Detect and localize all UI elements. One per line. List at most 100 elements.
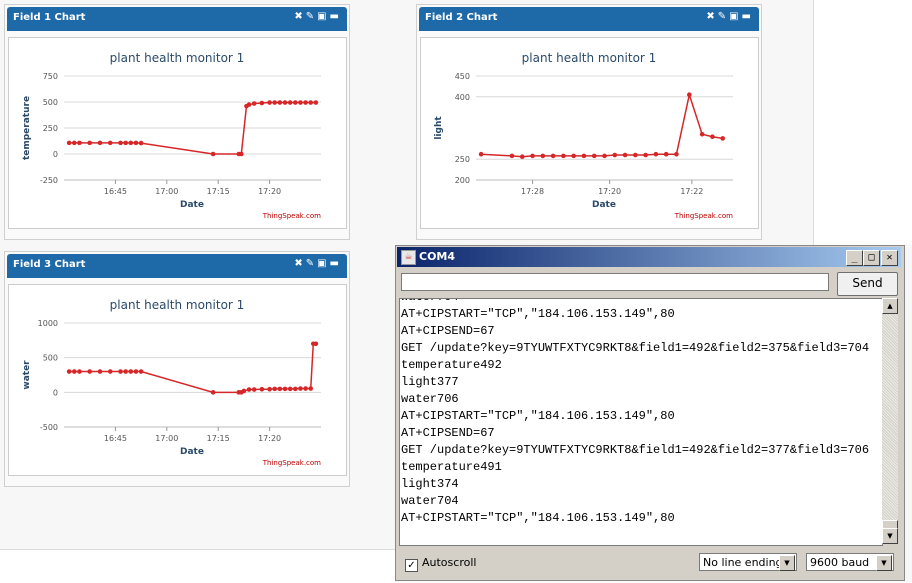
- widget-controls: ✖✎▣▬: [705, 11, 753, 22]
- widget-controls: ✖✎▣▬: [293, 11, 341, 22]
- x-tick-label: 17:28: [521, 187, 544, 196]
- log-line: AT+CIPSTART="TCP","184.106.153.149",80: [401, 307, 675, 321]
- log-line: light374: [401, 477, 459, 491]
- edit-icon[interactable]: ✎: [305, 11, 317, 22]
- comment-icon[interactable]: ▣: [317, 11, 329, 22]
- minimize-icon[interactable]: ▬: [329, 258, 341, 269]
- serial-command-input[interactable]: [401, 273, 829, 291]
- data-point: [540, 153, 546, 159]
- widget-header: Field 2 Chart ✖✎▣▬: [419, 7, 759, 31]
- serial-monitor-window: ☕ COM4 _ □ ✕ Send water704AT+CIPSTART="T…: [395, 245, 905, 581]
- data-point: [561, 153, 566, 159]
- data-point: [118, 140, 123, 146]
- comment-icon[interactable]: ▣: [317, 258, 329, 269]
- right-panel: [813, 0, 912, 245]
- close-icon[interactable]: ✖: [706, 11, 717, 22]
- data-point: [293, 386, 298, 392]
- checkbox-check-icon[interactable]: ✓: [405, 559, 418, 572]
- serial-output-log[interactable]: water704AT+CIPSTART="TCP","184.106.153.1…: [399, 298, 883, 546]
- data-point: [128, 369, 134, 374]
- scroll-up-arrow-icon[interactable]: ▲: [882, 298, 898, 314]
- series-line: [481, 91, 723, 158]
- data-point: [699, 131, 705, 137]
- data-point: [308, 386, 314, 391]
- x-tick-label: 16:45: [104, 187, 127, 196]
- line-ending-select[interactable]: No line ending ▼: [699, 553, 797, 571]
- series-line: [69, 101, 316, 155]
- log-line: light377: [401, 375, 459, 389]
- close-window-button[interactable]: ✕: [881, 250, 898, 266]
- data-point: [550, 153, 556, 159]
- x-axis-label: Date: [180, 447, 204, 457]
- data-point: [720, 136, 726, 141]
- data-point: [77, 140, 82, 146]
- data-point: [591, 153, 597, 159]
- close-icon[interactable]: ✖: [294, 11, 305, 22]
- field-2-chart: plant health monitor 1 450 400 250 200 17:28 1…: [434, 51, 733, 220]
- send-button[interactable]: Send: [837, 272, 898, 296]
- data-point: [303, 386, 308, 391]
- baud-rate-select[interactable]: 9600 baud ▼: [806, 553, 894, 571]
- data-point: [633, 152, 638, 158]
- window-titlebar[interactable]: ☕ COM4 _ □ ✕: [397, 247, 901, 267]
- x-axis-label: Date: [180, 200, 204, 210]
- minimize-icon[interactable]: ▬: [329, 11, 341, 22]
- data-point: [287, 100, 293, 105]
- data-point: [87, 369, 92, 374]
- data-point: [71, 369, 77, 374]
- log-line: AT+CIPSTART="TCP","184.106.153.149",80: [401, 409, 675, 423]
- y-axis-label: water: [22, 360, 32, 390]
- data-point: [87, 140, 92, 146]
- x-tick-label: 16:45: [104, 434, 127, 443]
- data-point: [519, 154, 525, 160]
- widget-header: Field 1 Chart ✖✎▣▬: [7, 7, 347, 31]
- chart-area: plant health monitor 1 450 400 250 200 17:28 1…: [420, 37, 759, 229]
- data-point: [272, 100, 278, 105]
- data-point: [272, 386, 278, 392]
- data-point: [239, 151, 244, 157]
- autoscroll-checkbox[interactable]: ✓ Autoscroll: [405, 556, 476, 572]
- edit-icon[interactable]: ✎: [717, 11, 729, 22]
- widget-title: Field 3 Chart: [13, 259, 86, 270]
- minimize-window-button[interactable]: _: [846, 250, 863, 266]
- data-point: [107, 369, 113, 374]
- maximize-window-button[interactable]: □: [863, 250, 880, 266]
- data-point: [123, 369, 128, 374]
- log-line: water704: [400, 299, 869, 306]
- chart-title: plant health monitor 1: [110, 298, 245, 312]
- y-tick-label: 450: [455, 72, 470, 81]
- data-point: [282, 386, 288, 392]
- y-tick-label: -500: [40, 423, 58, 432]
- data-point: [128, 140, 134, 146]
- chevron-down-icon[interactable]: ▼: [779, 555, 795, 571]
- log-line: GET /update?key=9TYUWTFXTYC9RKT8&field1=…: [401, 443, 870, 457]
- scroll-down-arrow-icon[interactable]: ▼: [882, 528, 898, 544]
- data-point: [571, 153, 576, 159]
- data-point: [97, 369, 103, 374]
- data-point: [293, 100, 298, 105]
- data-point: [267, 100, 272, 105]
- y-tick-label: 400: [455, 93, 470, 102]
- minimize-icon[interactable]: ▬: [741, 11, 753, 22]
- data-point: [267, 386, 272, 392]
- data-point: [246, 102, 252, 107]
- x-tick-label: 17:20: [258, 187, 281, 196]
- data-point: [251, 387, 257, 392]
- baud-rate-value: 9600 baud: [810, 556, 870, 569]
- chevron-down-icon[interactable]: ▼: [876, 555, 892, 571]
- chart-area: plant health monitor 1 1000 500 0 -500 16:45 1…: [8, 284, 347, 476]
- edit-icon[interactable]: ✎: [305, 258, 317, 269]
- data-point: [663, 151, 669, 157]
- data-point: [77, 369, 82, 374]
- data-point: [298, 386, 303, 391]
- comment-icon[interactable]: ▣: [729, 11, 741, 22]
- close-icon[interactable]: ✖: [294, 258, 305, 269]
- log-scrollbar[interactable]: ▲ ▼: [882, 298, 898, 544]
- chart-area: plant health monitor 1 750 500 250 0 -250 16:4…: [8, 37, 347, 229]
- y-tick-label: -250: [40, 176, 58, 185]
- x-tick-label: 17:22: [680, 187, 703, 196]
- log-lines: water704AT+CIPSTART="TCP","184.106.153.1…: [400, 299, 870, 527]
- data-point: [653, 151, 659, 157]
- y-axis-label: light: [434, 116, 444, 140]
- data-point: [133, 369, 139, 374]
